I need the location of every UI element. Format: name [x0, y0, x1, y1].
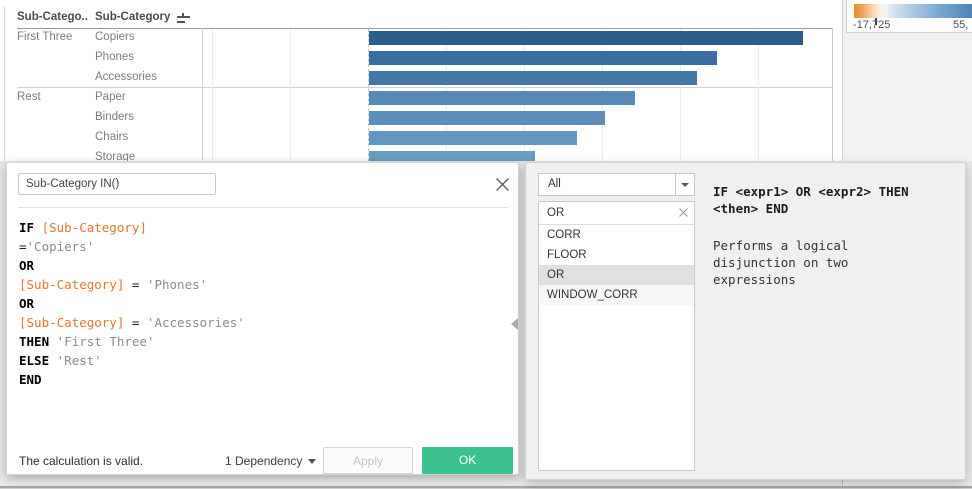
bar-mark-accessories[interactable]: [369, 71, 697, 85]
caret-down-icon: [681, 183, 689, 187]
function-list-item-floor[interactable]: FLOOR: [547, 249, 587, 261]
column-header-subcategory[interactable]: Sub-Category: [95, 11, 171, 23]
function-list-item-corr[interactable]: CORR: [547, 229, 581, 241]
row-header[interactable]: Accessories: [95, 71, 157, 83]
function-search: [539, 202, 694, 225]
row-group-header[interactable]: First Three: [17, 31, 73, 43]
ok-button[interactable]: OK: [422, 447, 513, 474]
validation-status: The calculation is valid.: [19, 454, 144, 468]
function-help: IF <expr1> OR <expr2> THEN <then> END Pe…: [713, 183, 931, 288]
color-legend[interactable]: -17,725 55,: [846, 0, 972, 33]
function-category-value: All: [548, 178, 561, 190]
sort-icon-bar: [177, 16, 190, 19]
legend-max-label: 55,: [953, 19, 969, 31]
row-header-divider: [202, 28, 203, 161]
group-separator-line: [17, 87, 832, 88]
calculation-editor-dialog: IF [Sub-Category] ='Copiers' OR [Sub-Catego…: [6, 162, 519, 475]
collapse-functions-pane-icon[interactable]: [511, 318, 518, 330]
pane-left-border: [4, 6, 5, 161]
bar-mark-binders[interactable]: [369, 111, 605, 125]
calculation-name-input[interactable]: [18, 173, 216, 195]
gridline: [758, 29, 759, 161]
bar-mark-paper[interactable]: [369, 91, 635, 105]
formula-line: ELSE 'Rest': [19, 353, 102, 368]
legend-divider: [842, 0, 843, 161]
gridline: [212, 29, 213, 161]
formula-line: OR: [19, 258, 35, 273]
close-icon[interactable]: [495, 177, 510, 192]
row-header[interactable]: Paper: [95, 91, 126, 103]
clear-search-icon[interactable]: [679, 208, 688, 217]
pane-right-border: [832, 28, 833, 161]
window-bottom-edge: [0, 486, 972, 488]
row-header[interactable]: Chairs: [95, 131, 129, 143]
gridline: [680, 29, 681, 161]
dependency-label: 1 Dependency: [225, 454, 303, 468]
dialog-divider: [18, 207, 508, 208]
formula-line: OR: [19, 296, 35, 311]
dropdown-arrow-button[interactable]: [675, 174, 694, 195]
function-signature: IF <expr1> OR <expr2> THEN <then> END: [713, 184, 909, 216]
row-header[interactable]: Storage: [95, 151, 136, 161]
zero-line: [368, 29, 369, 161]
function-search-input[interactable]: [539, 202, 675, 223]
row-group-header[interactable]: Rest: [17, 91, 41, 103]
function-description: Performs a logical disjunction on two ex…: [713, 238, 849, 287]
sort-icon[interactable]: [177, 13, 190, 25]
formula-line: [Sub-Category] = 'Accessories': [19, 315, 245, 330]
formula-line: [Sub-Category] = 'Phones': [19, 277, 208, 292]
legend-divider: [842, 473, 843, 489]
bar-chart-view: Sub-Catego.. Sub-Category First Three Cop…: [0, 0, 972, 161]
gradient-tick: [875, 18, 877, 25]
function-list-item-or[interactable]: OR: [539, 265, 694, 285]
bar-mark-chairs[interactable]: [369, 131, 577, 145]
formula-line: THEN 'First Three': [19, 334, 155, 349]
gridline: [290, 29, 291, 161]
column-header-group[interactable]: Sub-Catego..: [17, 11, 88, 23]
function-list-item-window_corr[interactable]: WINDOW_CORR: [539, 285, 694, 305]
color-gradient-bar[interactable]: [854, 4, 972, 25]
sort-icon-bar: [177, 21, 185, 24]
legend-min-label: -17,725: [853, 19, 891, 31]
bar-mark-phones[interactable]: [369, 51, 717, 65]
formula-line: END: [19, 372, 42, 387]
function-category-dropdown[interactable]: All: [538, 173, 695, 196]
row-header[interactable]: Copiers: [95, 31, 135, 43]
formula-line: IF [Sub-Category]: [19, 220, 147, 235]
sort-icon-tick: [182, 13, 184, 16]
formula-editor[interactable]: IF [Sub-Category] ='Copiers' OR [Sub-Catego…: [19, 218, 245, 389]
row-header[interactable]: Phones: [95, 51, 135, 63]
caret-down-icon: [308, 459, 317, 465]
bar-mark-storage[interactable]: [369, 151, 535, 161]
dependency-dropdown[interactable]: 1 Dependency: [225, 454, 317, 468]
header-underline: [17, 28, 832, 29]
apply-button[interactable]: Apply: [323, 447, 413, 474]
formula-line: ='Copiers': [19, 239, 95, 254]
window-bottom-edge: [0, 487, 972, 489]
row-header[interactable]: Binders: [95, 111, 134, 123]
bar-mark-copiers[interactable]: [369, 31, 803, 45]
